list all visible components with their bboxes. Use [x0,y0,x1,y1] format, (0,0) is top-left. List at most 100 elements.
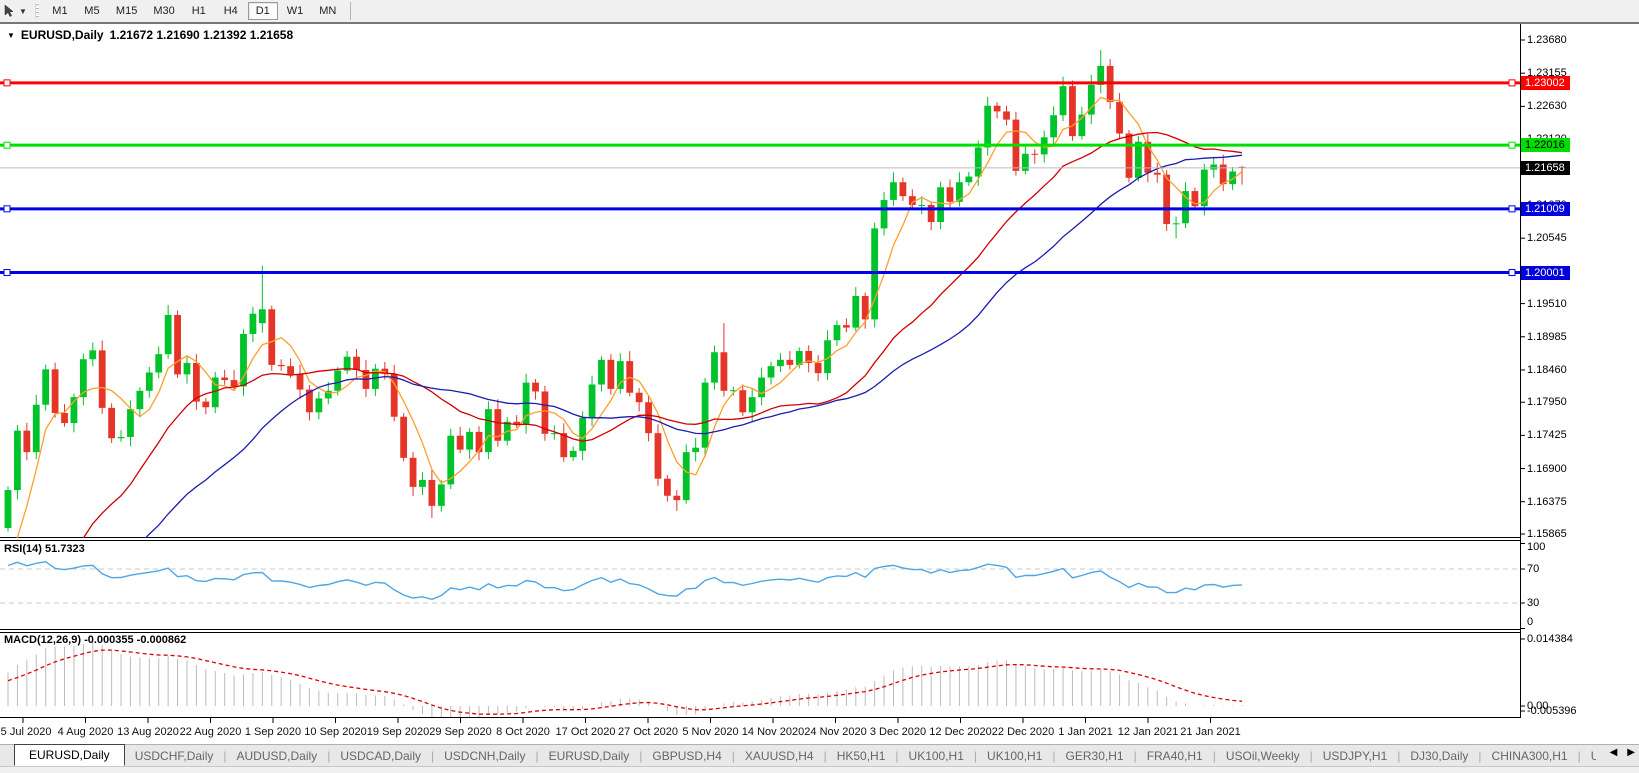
chart-tab-eurusd-daily[interactable]: EURUSD,Daily [14,744,125,766]
tab-separator: | [973,749,978,763]
date-axis-label: 1 Jan 2021 [1058,726,1113,738]
chart-tab-usoil-[interactable]: USOil, [1590,749,1596,763]
price-axis-label: 1.22630 [1527,100,1567,113]
rsi-axis-label: 0 [1527,616,1534,628]
chart-symbol: EURUSD,Daily [20,28,104,42]
tab-separator: | [1212,749,1216,763]
macd-axis-label: 0.00 [1527,700,1549,712]
date-axis-label: 13 Aug 2020 [117,726,179,738]
timeframe-button-m1[interactable]: M1 [52,5,68,17]
tab-separator: | [1052,749,1056,763]
date-axis-label: 4 Aug 2020 [57,726,114,738]
tab-separator: | [1478,749,1482,763]
date-axis-label: 22 Dec 2020 [991,726,1055,738]
chart-tab-usdjpy-h1[interactable]: USDJPY,H1 [1322,749,1388,763]
toolbar-separator [350,2,352,20]
rsi-axis-label: 70 [1527,563,1540,575]
price-axis-label: 1.18985 [1527,330,1567,343]
price-level-badge: 1.22016 [1521,138,1570,153]
timeframe-button-h4[interactable]: H4 [223,5,238,17]
chart-tab-usoil-weekly[interactable]: USOil,Weekly [1225,749,1300,763]
tab-scroll-left-icon[interactable]: ◀ [1609,747,1618,758]
tab-separator: | [1309,749,1313,763]
date-axis-label: 17 Oct 2020 [555,726,616,738]
timeframe-button-d1[interactable]: D1 [247,2,278,20]
tab-separator: | [731,749,735,763]
toolbar-grip[interactable] [34,3,39,19]
timeframe-button-mn[interactable]: MN [319,5,337,17]
chart-tab-usdcnh-daily[interactable]: USDCNH,Daily [444,749,526,763]
date-axis-label: 10 Sep 2020 [304,726,367,738]
date-axis-label: 14 Nov 2020 [741,726,805,738]
price-axis-label: 1.15865 [1527,527,1567,540]
date-axis-label: 25 Jul 2020 [0,726,52,738]
current-price-badge: 1.21658 [1521,160,1570,175]
price-axis-label: 1.16900 [1527,462,1567,475]
chart-tab-fra40-h1[interactable]: FRA40,H1 [1146,749,1203,763]
tab-separator: | [1577,749,1581,763]
cursor-tool-button[interactable]: ▼ [0,1,33,21]
chart-tab-hk50-h1[interactable]: HK50,H1 [836,749,886,763]
date-axis-label: 22 Aug 2020 [179,726,242,738]
date-axis-label: 3 Dec 2020 [869,726,927,738]
price-chart-panel[interactable] [0,24,1520,538]
macd-panel[interactable] [0,632,1520,718]
collapse-triangle-icon[interactable]: ▼ [7,30,15,40]
timeframe-button-m5[interactable]: M5 [84,5,100,17]
date-axis-label: 12 Jan 2021 [1117,726,1179,738]
chart-tab-uk100-h1[interactable]: UK100,H1 [908,749,964,763]
chart-tab-dj30-daily[interactable]: DJ30,Daily [1410,749,1469,763]
chart-ohlc: 1.21672 1.21690 1.21392 1.21658 [109,28,294,42]
tab-separator: | [1397,749,1401,763]
tab-separator: | [223,749,227,763]
tab-separator: | [535,749,539,763]
chart-tabs: EURUSD,Daily USDCHF,Daily | AUDUSD,Daily | US… [0,744,1596,766]
timeframe-button-m15[interactable]: M15 [115,5,138,17]
chevron-down-icon: ▼ [19,6,27,16]
date-axis-label: 12 Dec 2020 [929,726,992,738]
chart-tab-china300-h1[interactable]: CHINA300,H1 [1491,749,1568,763]
cursor-icon [4,4,14,17]
chart-tab-bar: EURUSD,Daily USDCHF,Daily | AUDUSD,Daily | US… [0,744,1639,766]
tab-scroll-arrows: ◀ ▶ [1610,747,1635,758]
chart-title: ▼ EURUSD,Daily 1.21672 1.21690 1.21392 1… [7,28,293,42]
tab-scroll-right-icon[interactable]: ▶ [1627,747,1635,758]
rsi-axis-label: 30 [1527,597,1540,609]
macd-axis-label: -0.005396 [1527,705,1577,717]
price-axis-label: 1.20545 [1527,232,1567,245]
status-bar [0,766,1639,773]
date-axis-label: 29 Sep 2020 [429,726,492,738]
date-axis-label: 24 Nov 2020 [804,726,867,738]
tab-separator: | [895,749,899,763]
price-axis-label: 1.17425 [1527,429,1567,442]
rsi-panel[interactable] [0,540,1520,630]
price-axis-label: 1.17950 [1527,396,1567,409]
price-level-badge: 1.23002 [1521,75,1570,90]
macd-indicator-label: MACD(12,26,9) -0.000355 -0.000862 [4,634,187,646]
price-level-badge: 1.20001 [1521,265,1570,280]
macd-axis-label: 0.014384 [1527,633,1573,645]
date-axis-label: 19 Sep 2020 [366,726,430,738]
chart-tab-eurusd-daily[interactable]: EURUSD,Daily [548,749,630,763]
timeframe-button-w1[interactable]: W1 [286,5,304,17]
chart-tab-xauusd-h4[interactable]: XAUUSD,H4 [744,749,814,763]
date-axis-label: 8 Oct 2020 [496,726,550,738]
chart-tab-audusd-daily[interactable]: AUDUSD,Daily [236,749,318,763]
timeframe-button-m30[interactable]: M30 [153,5,175,17]
chart-tab-uk100-h1[interactable]: UK100,H1 [987,749,1043,763]
tab-separator: | [1133,749,1137,763]
tab-separator: | [327,749,331,763]
date-axis-label: 27 Oct 2020 [618,726,678,738]
date-axis-label: 21 Jan 2021 [1180,726,1241,738]
price-axis-border [1520,24,1521,718]
chart-tab-ger30-h1[interactable]: GER30,H1 [1065,749,1124,763]
chart-tab-gbpusd-h4[interactable]: GBPUSD,H4 [652,749,722,763]
chart-tab-usdchf-daily[interactable]: USDCHF,Daily [134,749,214,763]
toolbar: ▼ M1 M5 M15 M30 H1 H4 D1 W1 MN [0,0,1639,24]
chart-tab-usdcad-daily[interactable]: USDCAD,Daily [340,749,421,763]
timeframe-toolbar: M1 M5 M15 M30 H1 H4 D1 W1 MN [44,0,344,22]
rsi-indicator-label: RSI(14) 51.7323 [4,543,85,555]
date-axis-label: 5 Nov 2020 [682,726,739,738]
timeframe-button-h1[interactable]: H1 [191,5,206,17]
